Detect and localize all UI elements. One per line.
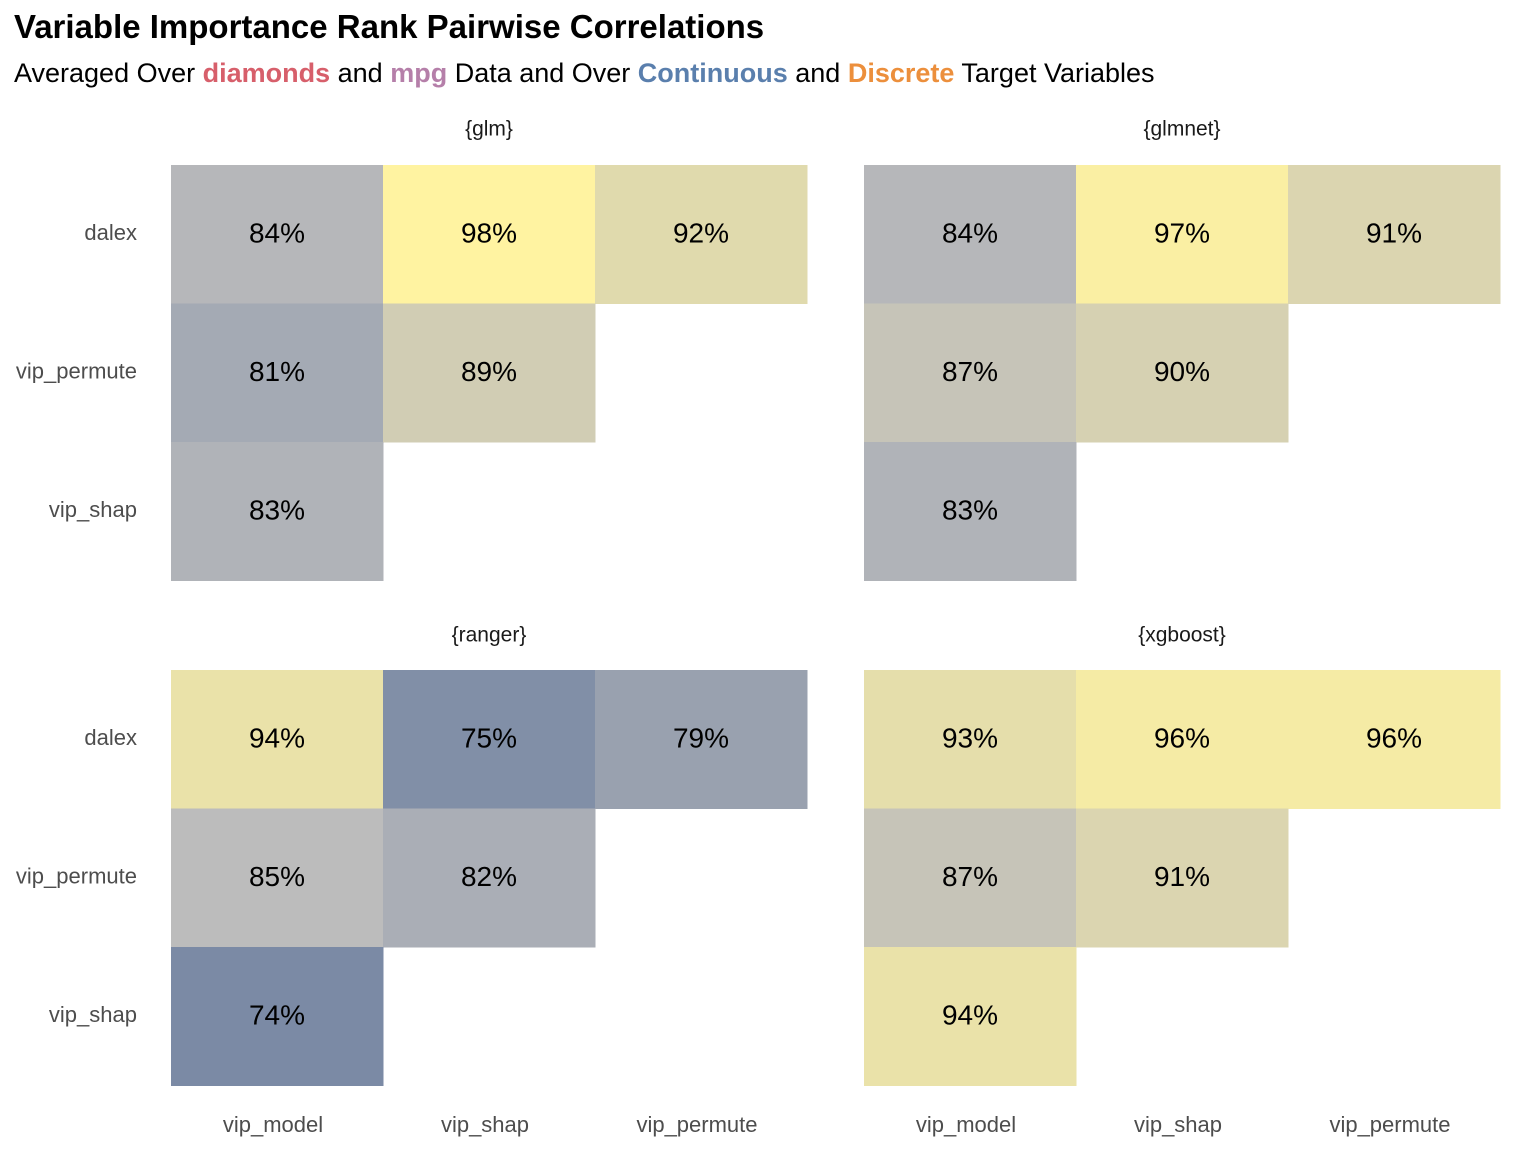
heatmap-cell — [864, 303, 1077, 443]
y-tick-label: vip_shap — [49, 497, 137, 522]
subtitle-text-3: Data and Over — [447, 58, 638, 88]
heatmap-cell — [1288, 165, 1501, 304]
y-tick-label: vip_permute — [16, 359, 137, 384]
y-tick-label: vip_shap — [49, 1002, 137, 1027]
heatmap-cell — [864, 165, 1077, 304]
subtitle-highlight-mpg: mpg — [390, 58, 448, 88]
cell-value-label: 84% — [249, 218, 305, 249]
heatmap-cell — [171, 165, 384, 304]
facet-title: {glmnet} — [1143, 118, 1220, 141]
heatmap-cell — [1076, 303, 1289, 443]
cell-value-label: 91% — [1154, 861, 1210, 892]
cell-value-label: 96% — [1154, 723, 1210, 754]
heatmap-cell — [383, 303, 596, 443]
cell-value-label: 90% — [1154, 356, 1210, 387]
subtitle-text-2: and — [330, 58, 391, 88]
subtitle-highlight-continuous: Continuous — [637, 58, 788, 88]
heatmap-cell — [383, 808, 596, 948]
subtitle-text-1: Averaged Over — [14, 58, 203, 88]
x-tick-label: vip_permute — [636, 1112, 757, 1137]
cell-value-label: 94% — [249, 723, 305, 754]
heatmap-cell — [171, 670, 384, 809]
cell-value-label: 96% — [1366, 723, 1422, 754]
facet-panel: {glm} 84% 98% 92% 81% 89% 83% — [171, 118, 808, 581]
cell-value-label: 97% — [1154, 218, 1210, 249]
facet-title: {glm} — [465, 118, 513, 141]
cell-value-label: 83% — [942, 495, 998, 526]
cell-value-label: 84% — [942, 218, 998, 249]
cell-value-label: 98% — [461, 218, 517, 249]
cell-value-label: 79% — [673, 723, 729, 754]
cell-value-label: 74% — [249, 1000, 305, 1031]
y-tick-label: dalex — [84, 220, 137, 245]
facet-title: {ranger} — [452, 624, 527, 647]
x-tick-label: vip_permute — [1329, 1112, 1450, 1137]
facet-panel: {glmnet} 84% 97% 91% 87% 90% 83% — [864, 118, 1501, 581]
heatmap-cell — [171, 808, 384, 948]
heatmap-cell — [1076, 670, 1289, 809]
x-tick-label: vip_shap — [1134, 1112, 1222, 1137]
chart-title: Variable Importance Rank Pairwise Correl… — [14, 8, 765, 45]
heatmap-cell — [383, 670, 596, 809]
heatmap-cell — [1076, 165, 1289, 304]
cell-value-label: 92% — [673, 218, 729, 249]
x-tick-label: vip_model — [223, 1112, 323, 1137]
heatmap-cell — [864, 670, 1077, 809]
facet-panel: {ranger} 94% 75% 79% 85% 82% 74% — [171, 624, 808, 1086]
facet-title: {xgboost} — [1138, 624, 1226, 647]
subtitle-text-5: Target Variables — [954, 58, 1155, 88]
heatmap-cell — [1288, 670, 1501, 809]
heatmap-cell — [383, 165, 596, 304]
chart-subtitle: Averaged Over diamonds and mpg Data and … — [14, 58, 1155, 89]
cell-value-label: 82% — [461, 861, 517, 892]
heatmap-cell — [171, 303, 384, 443]
cell-value-label: 89% — [461, 356, 517, 387]
cell-value-label: 91% — [1366, 218, 1422, 249]
heatmap-cell — [864, 442, 1077, 581]
cell-value-label: 94% — [942, 1000, 998, 1031]
heatmap-cell — [595, 670, 808, 809]
heatmap-cell — [864, 947, 1077, 1086]
x-tick-label: vip_shap — [441, 1112, 529, 1137]
cell-value-label: 75% — [461, 723, 517, 754]
cell-value-label: 93% — [942, 723, 998, 754]
cell-value-label: 81% — [249, 356, 305, 387]
heatmap-cell — [595, 165, 808, 304]
subtitle-text-4: and — [787, 58, 848, 88]
facet-panel: {xgboost} 93% 96% 96% 87% 91% 94% — [864, 624, 1501, 1086]
x-tick-label: vip_model — [916, 1112, 1016, 1137]
y-tick-label: dalex — [84, 725, 137, 750]
cell-value-label: 87% — [942, 861, 998, 892]
cell-value-label: 87% — [942, 356, 998, 387]
subtitle-highlight-diamonds: diamonds — [202, 58, 331, 88]
cell-value-label: 85% — [249, 861, 305, 892]
cell-value-label: 83% — [249, 495, 305, 526]
heatmap-cell — [1076, 808, 1289, 948]
subtitle-highlight-discrete: Discrete — [847, 58, 955, 88]
heatmap-cell — [864, 808, 1077, 948]
heatmap-cell — [171, 442, 384, 581]
y-tick-label: vip_permute — [16, 864, 137, 889]
heatmap-cell — [171, 947, 384, 1086]
